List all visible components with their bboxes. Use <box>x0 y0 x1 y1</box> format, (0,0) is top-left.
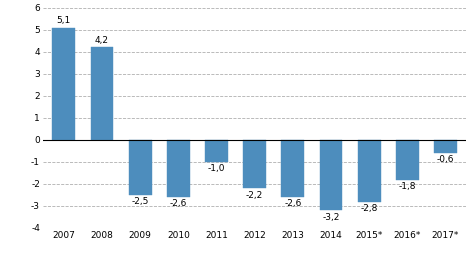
Text: -2,2: -2,2 <box>246 190 263 200</box>
Bar <box>167 140 190 197</box>
Bar <box>357 140 381 201</box>
Text: 5,1: 5,1 <box>57 17 71 25</box>
Text: -2,6: -2,6 <box>284 199 301 208</box>
Text: -1,0: -1,0 <box>208 164 225 173</box>
Text: -1,8: -1,8 <box>398 182 416 191</box>
Text: 4,2: 4,2 <box>95 36 109 45</box>
Bar <box>396 140 419 179</box>
Text: -2,8: -2,8 <box>360 204 378 213</box>
Bar <box>281 140 304 197</box>
Bar <box>129 140 152 195</box>
Bar <box>243 140 266 188</box>
Text: -0,6: -0,6 <box>437 155 454 164</box>
Bar <box>434 140 457 153</box>
Text: -2,5: -2,5 <box>131 197 149 206</box>
Text: -2,6: -2,6 <box>169 199 187 208</box>
Bar <box>319 140 342 210</box>
Bar <box>52 28 75 140</box>
Text: -3,2: -3,2 <box>322 212 340 222</box>
Bar <box>205 140 228 162</box>
Bar <box>90 47 113 140</box>
